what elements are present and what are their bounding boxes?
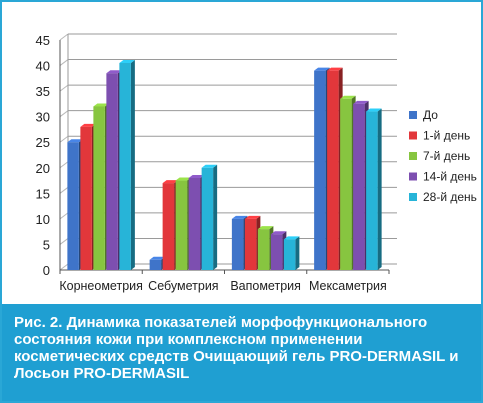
bar-top: [93, 103, 109, 107]
legend-label: До: [423, 108, 438, 122]
legend-label: 1-й день: [423, 129, 470, 143]
bar-top: [80, 123, 96, 127]
bar: [119, 63, 131, 270]
gridline-depth: [59, 238, 69, 245]
bar: [93, 106, 105, 270]
y-tick-label: 5: [43, 237, 50, 252]
bar-top: [257, 226, 274, 230]
x-tick-label: Мексаметрия: [309, 279, 387, 293]
bar: [149, 259, 162, 270]
bar: [366, 111, 378, 270]
bar-top: [175, 177, 192, 181]
bar-top: [201, 164, 218, 168]
bar: [201, 167, 214, 270]
bar-top: [119, 60, 135, 63]
bar: [353, 103, 365, 270]
bar: [327, 70, 339, 271]
bar-top: [314, 67, 330, 71]
bar: [257, 229, 270, 270]
bar: [162, 183, 175, 270]
caption-text: Динамика показателей морфофункциональног…: [14, 314, 459, 382]
caption-label: Рис. 2.: [14, 314, 63, 331]
bar: [80, 126, 92, 270]
gridline-depth: [59, 161, 69, 169]
bar-top: [162, 180, 179, 184]
bar-side: [213, 164, 218, 270]
bar: [67, 142, 79, 270]
x-tick-label: Себуметрия: [148, 279, 218, 293]
bar-top: [340, 95, 356, 99]
y-tick-label: 15: [36, 186, 50, 201]
bar-top: [366, 108, 382, 112]
bar: [175, 180, 188, 270]
chart-area: 0 5 10 15 20 25 30 35 40 45 Корнеометрия Себуметрия…: [2, 2, 481, 302]
bar-side: [130, 60, 135, 270]
y-tick-label: 10: [36, 212, 50, 227]
legend-swatch: [409, 152, 417, 160]
gridline-depth: [59, 135, 69, 143]
bar-chart: 0 5 10 15 20 25 30 35 40 45 Корнеометрия Себуметрия…: [36, 33, 477, 293]
legend-label: 28-й день: [423, 190, 477, 204]
x-tick-label: Корнеометрия: [59, 279, 143, 293]
gridline-depth: [59, 59, 69, 66]
bar-top: [149, 256, 166, 260]
bar-side: [377, 108, 382, 270]
bar-top: [188, 175, 205, 178]
gridline-depth: [59, 110, 69, 118]
bar-top: [270, 231, 287, 235]
gridline-depth: [59, 212, 69, 220]
bar-top: [327, 67, 343, 71]
y-tick-label: 30: [36, 110, 50, 125]
bar-top: [244, 215, 261, 219]
bar: [188, 178, 201, 270]
bar: [340, 98, 352, 271]
bar: [244, 218, 257, 270]
bar-top: [67, 139, 83, 143]
legend-swatch: [409, 193, 417, 201]
bar: [314, 70, 326, 271]
bar-side: [295, 236, 300, 270]
bar-top: [353, 100, 369, 104]
y-tick-label: 45: [36, 33, 50, 48]
legend-label: 14-й день: [423, 170, 477, 184]
legend-swatch: [409, 111, 417, 119]
gridline-depth: [59, 186, 69, 194]
x-tick-label: Вапометрия: [230, 279, 301, 293]
bar: [106, 73, 118, 270]
legend-label: 7-й день: [423, 149, 470, 163]
bar-top: [283, 236, 300, 240]
gridline-depth: [59, 263, 69, 271]
y-tick-label: 40: [36, 59, 50, 74]
bar: [283, 239, 296, 270]
figure-caption: Рис. 2. Динамика показателей морфофункци…: [2, 304, 481, 401]
legend-swatch: [409, 131, 417, 140]
legend-swatch: [409, 172, 417, 181]
bar: [231, 218, 244, 270]
bar: [270, 234, 283, 270]
y-tick-label: 20: [36, 161, 50, 176]
bar-top: [106, 70, 122, 74]
y-tick-label: 35: [36, 84, 50, 99]
y-tick-label: 25: [36, 135, 50, 150]
gridline-depth: [59, 33, 69, 41]
gridline-depth: [59, 84, 69, 92]
bar-top: [231, 215, 248, 219]
y-tick-label: 0: [43, 263, 50, 278]
